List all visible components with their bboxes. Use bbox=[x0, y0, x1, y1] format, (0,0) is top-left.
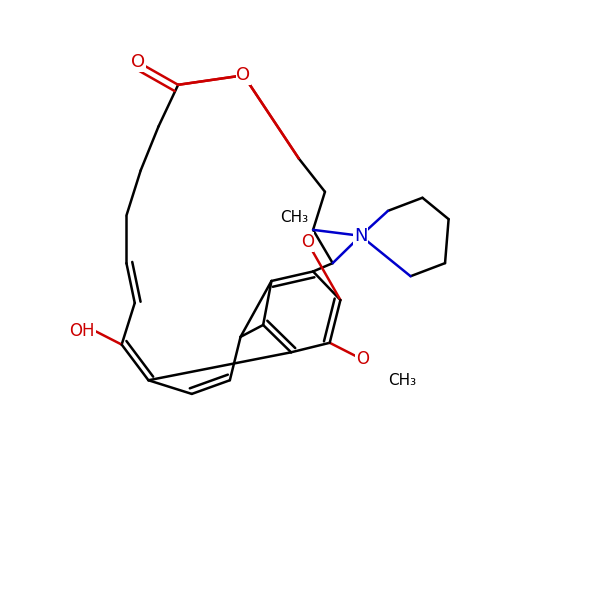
Text: O: O bbox=[236, 67, 251, 85]
Text: N: N bbox=[354, 227, 367, 245]
Text: CH₃: CH₃ bbox=[388, 373, 416, 388]
Text: O: O bbox=[301, 233, 314, 251]
Text: O: O bbox=[131, 53, 145, 71]
Text: OH: OH bbox=[70, 322, 95, 340]
Text: O: O bbox=[356, 350, 369, 368]
Text: CH₃: CH₃ bbox=[280, 209, 308, 224]
